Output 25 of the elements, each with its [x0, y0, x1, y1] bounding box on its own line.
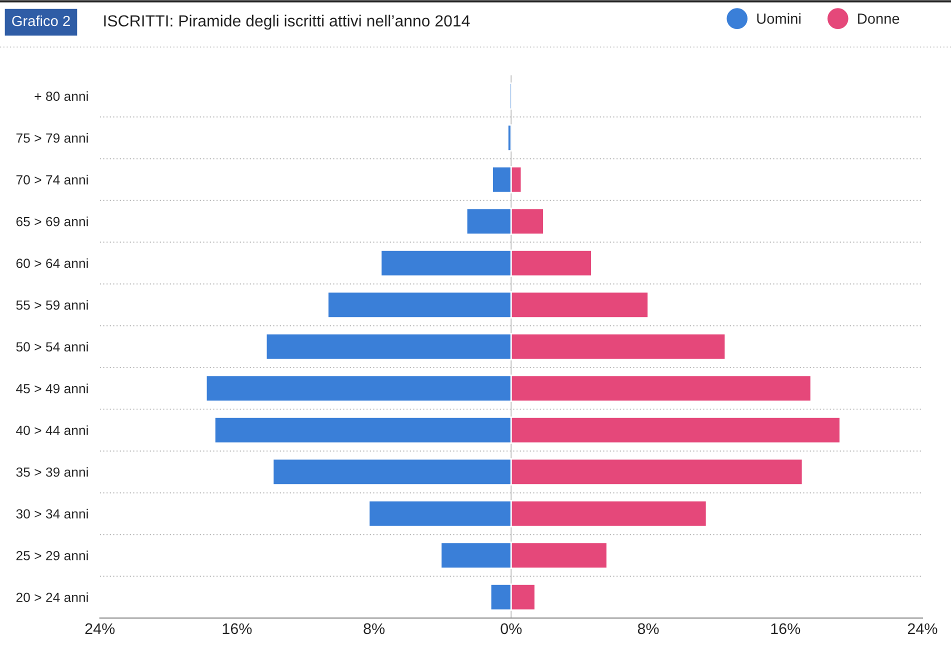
text: Grafico 2: [12, 15, 70, 26]
y-tick-label: 55 > 59 anni: [16, 300, 88, 310]
y-tick-label: 75 > 79 anni: [16, 133, 88, 143]
x-tick-label: 24%: [85, 623, 115, 634]
y-tick-label: 30 > 34 anni: [16, 508, 88, 519]
x-tick-label: 24%: [908, 623, 938, 634]
y-tick-label: 45 > 49 anni: [16, 384, 88, 394]
x-tick-label: 16%: [222, 623, 252, 634]
x-tick-label: 0%: [500, 623, 522, 634]
y-tick-label: 25 > 29 anni: [16, 550, 88, 560]
y-tick-label: 50 > 54 anni: [16, 342, 88, 352]
y-tick-label: 35 > 39 anni: [16, 467, 88, 477]
y-tick-label: 60 > 64 anni: [16, 258, 88, 268]
chart-title: ISCRITTI: Piramide degli iscritti attivi nell’anno 2014: [104, 14, 470, 30]
y-tick-label: 70 > 74 anni: [16, 174, 88, 185]
legend-label: Donne: [858, 14, 900, 24]
y-tick-label: 65 > 69 anni: [16, 216, 88, 226]
y-tick-label: + 80 anni: [34, 91, 88, 101]
x-tick-label: 8%: [638, 623, 659, 634]
y-tick-label: 20 > 24 anni: [16, 592, 88, 602]
y-tick-label: 40 > 44 anni: [16, 425, 88, 436]
x-tick-label: 8%: [364, 623, 385, 634]
x-tick-label: 16%: [771, 623, 800, 634]
bar: [507, 124, 512, 152]
legend-label: Uomini: [757, 13, 800, 24]
